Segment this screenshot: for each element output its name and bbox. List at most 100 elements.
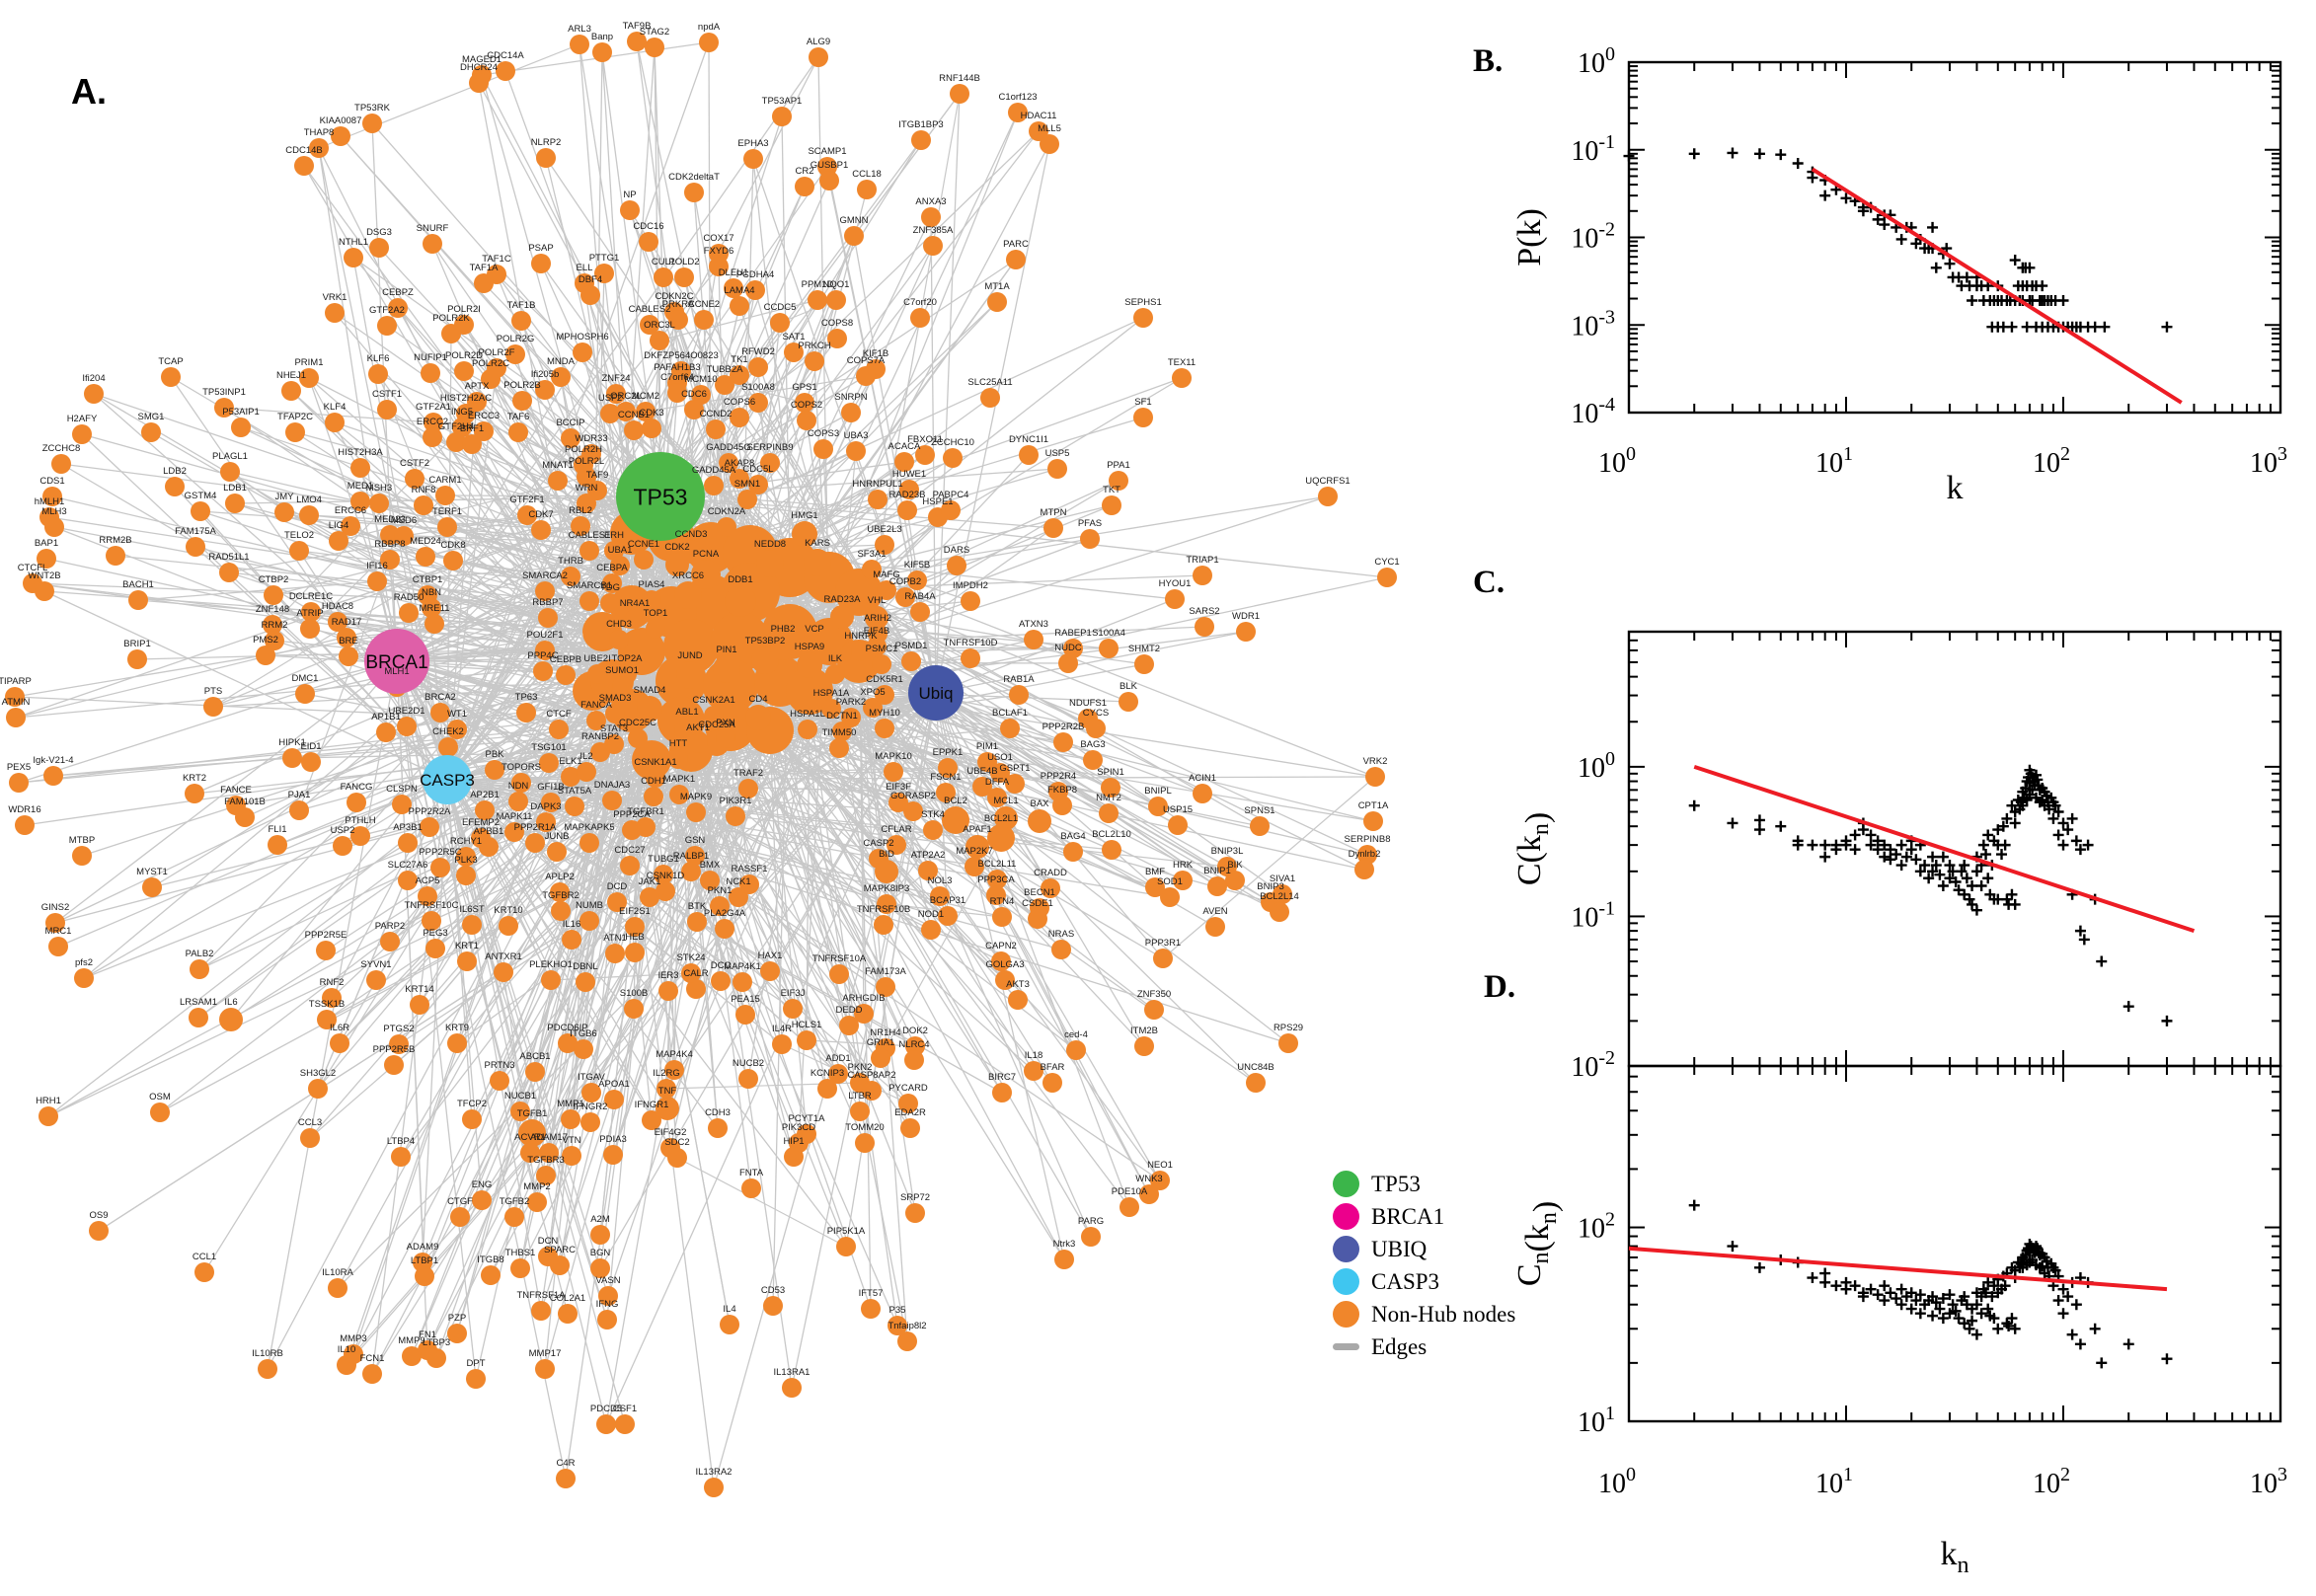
network-node <box>127 649 147 669</box>
network-node-label: ADD1 <box>825 1053 850 1064</box>
network-node <box>1363 811 1383 831</box>
network-node-label: KIF5B <box>904 560 930 570</box>
network-node-label: ARIH2 <box>864 613 891 624</box>
network-node <box>536 148 556 168</box>
network-node-label: PPP2CA <box>613 809 651 820</box>
network-node-label: TNFRSF10C <box>405 900 459 911</box>
network-node <box>380 932 400 951</box>
network-node <box>717 517 736 537</box>
y-axis-tick-label: 102 <box>1578 1209 1615 1245</box>
network-node <box>735 1005 755 1025</box>
network-node <box>339 646 358 666</box>
network-node-label: CTGF <box>447 1196 473 1207</box>
network-node-label: ATMIN <box>2 697 31 708</box>
data-point-marker <box>1879 219 1891 231</box>
network-node-label: CTCF <box>546 709 572 720</box>
network-node-label: BGN <box>590 1248 611 1258</box>
network-node <box>295 684 315 704</box>
network-node-label: SLC27A6 <box>388 860 428 871</box>
network-node <box>724 278 743 298</box>
network-node-label: PPP2R5C <box>419 847 461 858</box>
network-node <box>987 292 1007 312</box>
network-node-label: TRAF2 <box>733 768 763 779</box>
network-node-label: XPO5 <box>860 687 885 698</box>
network-node <box>274 502 294 522</box>
network-node <box>384 1055 404 1075</box>
network-node-label: MMP2 <box>523 1181 550 1192</box>
network-node-label: MED6 <box>391 515 417 526</box>
data-point-marker <box>2066 1329 2078 1340</box>
network-node-label: BECN1 <box>1024 887 1055 898</box>
data-point-marker <box>2006 1313 2018 1325</box>
network-node <box>605 704 625 723</box>
network-node <box>579 591 599 611</box>
network-node <box>610 556 630 575</box>
network-node-label: PIK3R1 <box>720 796 752 806</box>
data-point-marker <box>2078 934 2090 946</box>
network-node <box>301 602 321 622</box>
network-node-label: ZNF24 <box>601 373 630 384</box>
network-node-label: TGFBR3 <box>527 1155 564 1166</box>
network-node-label: IER3 <box>657 970 678 981</box>
network-node <box>37 549 56 569</box>
network-node <box>505 344 525 364</box>
network-node-label: STK24 <box>676 952 705 963</box>
network-node <box>89 1221 109 1241</box>
network-node-label: RAD50 <box>394 592 425 603</box>
network-node <box>416 547 435 567</box>
network-edge <box>309 494 446 630</box>
network-edge <box>271 624 448 781</box>
edge-swatch-icon <box>1333 1343 1359 1350</box>
network-node <box>1066 1040 1086 1060</box>
network-node-label: TAF9 <box>586 470 609 481</box>
network-node-label: RNF144B <box>939 73 980 84</box>
network-edge <box>396 660 573 941</box>
network-node <box>987 824 1015 852</box>
network-node-label: ACVR1 <box>514 1132 546 1143</box>
network-node-label: PEX5 <box>7 762 31 773</box>
network-node <box>875 535 894 555</box>
network-node-label: IL6R <box>330 1023 349 1033</box>
network-node-label: MED24 <box>410 536 441 547</box>
network-node <box>231 418 251 437</box>
network-node-label: A2M <box>590 1214 610 1225</box>
network-node <box>612 676 632 696</box>
network-node-label: CRADD <box>1034 868 1067 878</box>
network-node <box>938 758 958 778</box>
data-point-marker <box>2057 839 2069 851</box>
network-node-label: MAP4K4 <box>656 1049 693 1060</box>
data-point-marker <box>1840 839 1852 851</box>
network-node <box>367 571 387 591</box>
network-node <box>214 398 234 418</box>
data-point-marker <box>1688 1199 1700 1211</box>
network-edge <box>212 532 633 708</box>
network-node <box>577 467 596 487</box>
network-node <box>405 469 425 489</box>
data-point-marker <box>2074 925 2086 937</box>
network-edge <box>919 93 961 319</box>
network-node <box>341 516 360 536</box>
network-node <box>636 402 656 421</box>
network-node <box>597 1310 617 1330</box>
network-node-label: C1orf123 <box>998 92 1037 103</box>
network-edge <box>193 606 633 795</box>
network-edge <box>338 476 587 542</box>
network-node-label: CEBPB <box>550 654 581 665</box>
network-node-label: CASP2 <box>863 838 893 849</box>
network-node-label: PZP <box>448 1313 466 1324</box>
network-node-label: TRIAP1 <box>1186 555 1218 566</box>
network-node-label: CEBPZ <box>382 287 414 298</box>
network-node-label: MMP3 <box>340 1333 366 1344</box>
data-point-marker <box>1950 876 1962 888</box>
network-node-label: TGFB2 <box>500 1196 530 1207</box>
network-node <box>437 517 457 537</box>
network-node-label: BNIP1 <box>1203 866 1230 876</box>
network-node-label: GRIA1 <box>867 1037 895 1048</box>
network-node-label: CDK2deltaT <box>668 172 720 183</box>
network-node-label: MMP9 <box>398 1335 425 1346</box>
network-node-label: PPP3R1 <box>1145 938 1181 949</box>
data-point-marker <box>1937 1313 1949 1325</box>
network-node-label: ATP2A2 <box>911 850 946 861</box>
network-node-label: MLL5 <box>1038 123 1061 134</box>
data-point-marker <box>1982 1276 1994 1288</box>
